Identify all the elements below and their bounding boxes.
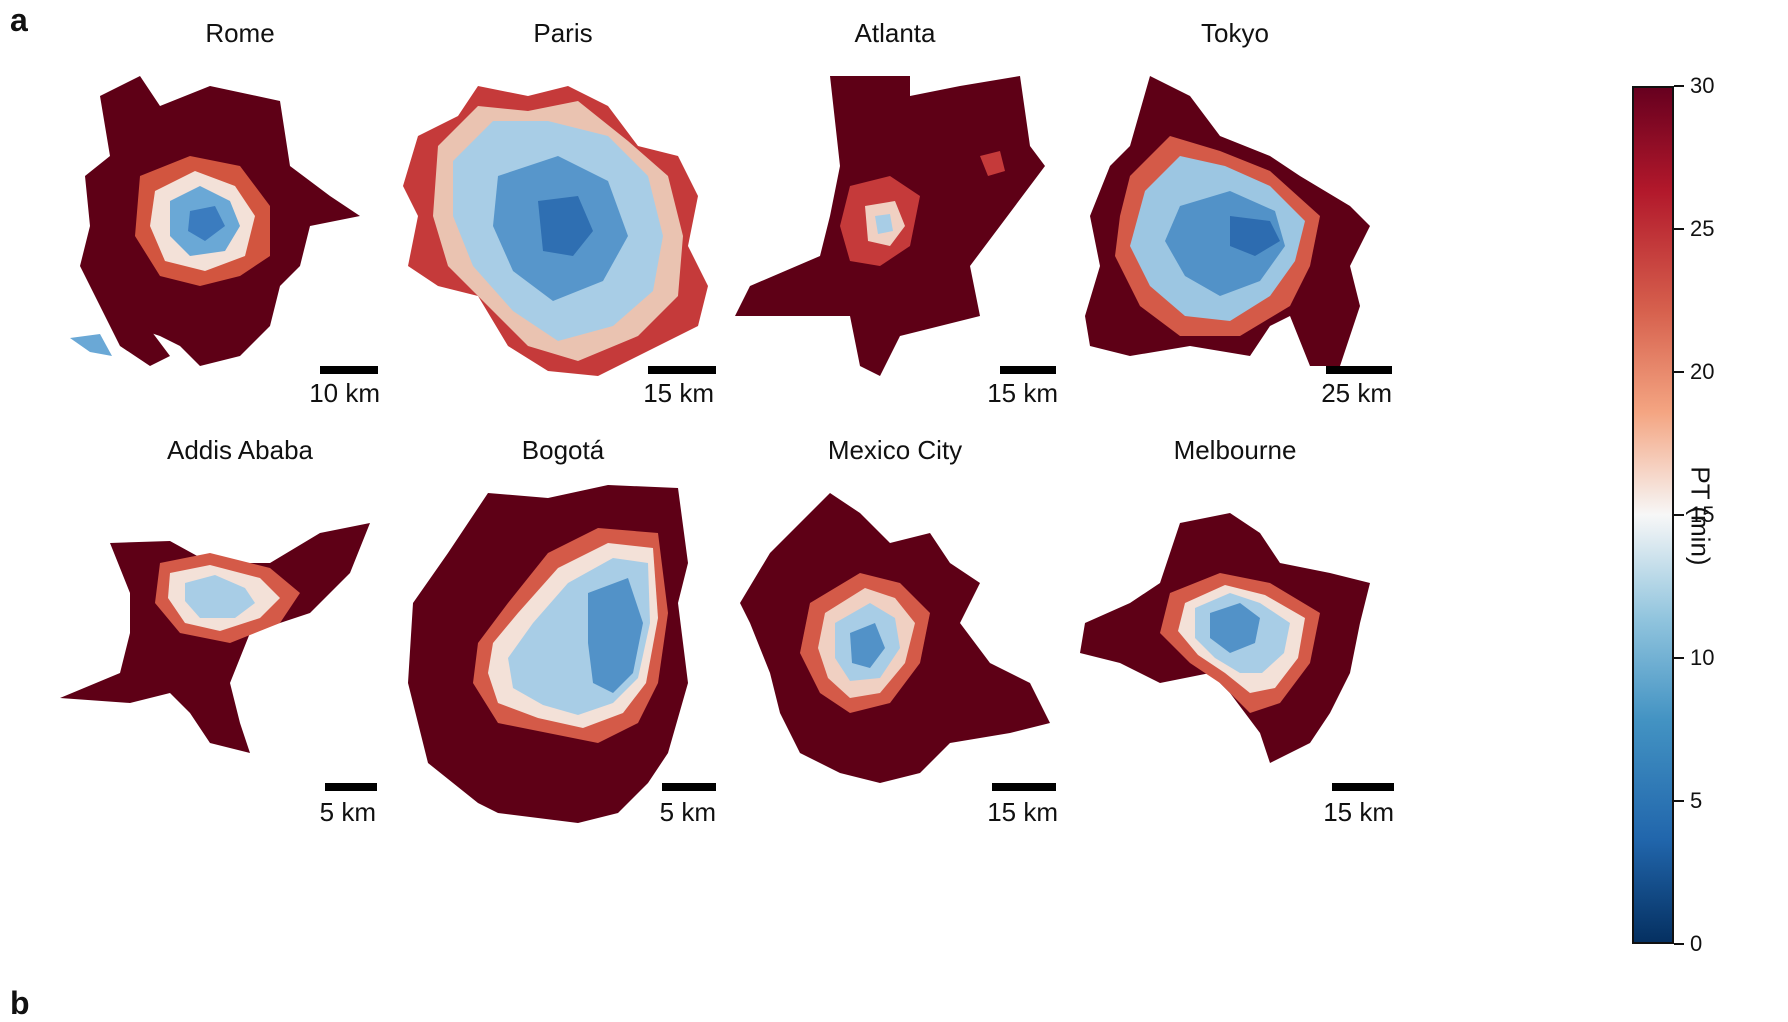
city-map-bogota bbox=[408, 485, 688, 823]
city-map-rome bbox=[70, 76, 360, 366]
colorbar-tick-label: 20 bbox=[1690, 359, 1715, 384]
map-panel-paris: Paris 15 km bbox=[398, 18, 728, 458]
map-panel-atlanta: Atlanta 15 km bbox=[730, 18, 1060, 458]
map-title: Mexico City bbox=[827, 435, 963, 465]
city-map-mexico-city bbox=[740, 493, 1050, 783]
scale-bar bbox=[648, 366, 716, 374]
figure: a Rome 10 km Paris 15 km Atlanta bbox=[10, 2, 1716, 1021]
city-map-tokyo bbox=[1085, 76, 1370, 366]
scale-label: 15 km bbox=[1323, 797, 1394, 827]
scale-label: 5 km bbox=[659, 797, 716, 827]
region-far-south bbox=[100, 306, 170, 366]
region-deep bbox=[188, 206, 225, 241]
colorbar-tick-mark bbox=[1674, 514, 1684, 516]
city-map-melbourne bbox=[1080, 513, 1370, 763]
city-map-paris bbox=[403, 86, 708, 376]
region-mid-east bbox=[980, 151, 1005, 176]
map-panel-addis-ababa: Addis Ababa 5 km bbox=[40, 435, 440, 875]
region-blue bbox=[1165, 191, 1285, 296]
map-title: Bogotá bbox=[521, 435, 605, 465]
region-blue bbox=[1210, 603, 1260, 653]
scale-label: 25 km bbox=[1321, 378, 1392, 408]
panel-label: a bbox=[10, 2, 28, 38]
scale-bar bbox=[325, 783, 377, 791]
colorbar-tick-mark bbox=[1674, 657, 1684, 659]
map-title: Addis Ababa bbox=[166, 435, 313, 465]
colorbar-tick-label: 5 bbox=[1690, 788, 1703, 813]
scale-bar bbox=[320, 366, 378, 374]
colorbar-tick-label: 25 bbox=[1690, 216, 1715, 241]
scale-label: 15 km bbox=[987, 378, 1058, 408]
map-title: Atlanta bbox=[854, 18, 936, 48]
colorbar-tick-mark bbox=[1674, 85, 1684, 87]
colorbar-tick-mark bbox=[1674, 800, 1684, 802]
colorbar-tick-label: 15 bbox=[1690, 502, 1715, 527]
colorbar bbox=[1632, 86, 1674, 944]
colorbar-tick-label: 30 bbox=[1690, 73, 1715, 98]
scale-bar bbox=[1326, 366, 1392, 374]
region-blue bbox=[588, 578, 643, 693]
scale-bar bbox=[662, 783, 716, 791]
map-title: Melbourne bbox=[1173, 435, 1297, 465]
colorbar-title: PT (min) bbox=[1685, 466, 1716, 566]
scale-bar bbox=[1000, 366, 1056, 374]
region-deep bbox=[538, 196, 593, 256]
map-title: Tokyo bbox=[1201, 18, 1269, 48]
scale-label: 15 km bbox=[643, 378, 714, 408]
city-map-atlanta bbox=[735, 76, 1045, 376]
region-blue-southwest bbox=[70, 334, 112, 356]
region-lightblue bbox=[185, 575, 255, 618]
region-deep bbox=[1230, 216, 1280, 256]
map-title: Rome bbox=[205, 18, 275, 48]
city-map-addis-ababa bbox=[60, 523, 370, 753]
scale-label: 10 km bbox=[309, 378, 380, 408]
colorbar-tick-label: 0 bbox=[1690, 931, 1703, 956]
colorbar-tick-mark bbox=[1674, 228, 1684, 230]
scale-label: 5 km bbox=[319, 797, 376, 827]
scale-label: 15 km bbox=[987, 797, 1058, 827]
map-panel-melbourne: Melbourne 15 km bbox=[1070, 435, 1400, 875]
colorbar-tick-mark bbox=[1674, 943, 1684, 945]
region-lightblue bbox=[875, 214, 893, 234]
map-panel-mexico-city: Mexico City 15 km bbox=[730, 435, 1060, 875]
next-panel-label: b bbox=[10, 985, 30, 1021]
region-blue bbox=[850, 623, 885, 668]
scale-bar bbox=[992, 783, 1056, 791]
colorbar-tick-label: 10 bbox=[1690, 645, 1715, 670]
scale-bar bbox=[1332, 783, 1394, 791]
map-title: Paris bbox=[533, 18, 593, 48]
map-panel-tokyo: Tokyo 25 km bbox=[1070, 18, 1400, 458]
map-panel-rome: Rome 10 km bbox=[40, 18, 440, 458]
map-panel-bogota: Bogotá 5 km bbox=[398, 435, 728, 875]
colorbar-tick-mark bbox=[1674, 371, 1684, 373]
